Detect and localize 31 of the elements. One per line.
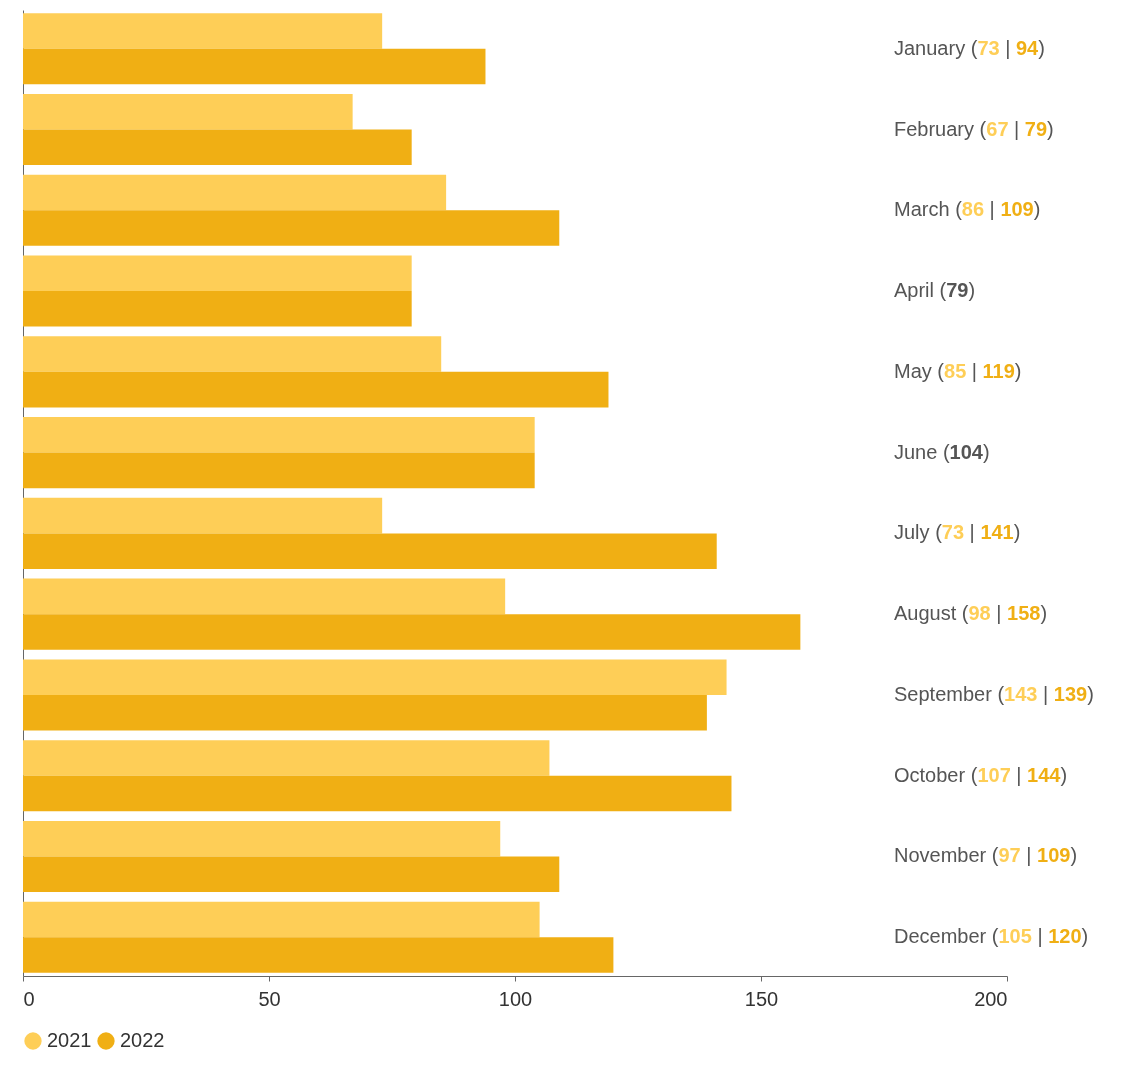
x-tick-label: 200: [974, 987, 1008, 1010]
annotation: (105 | 120): [991, 925, 1089, 948]
annotation: (79): [939, 279, 976, 302]
legend-label: 2022: [120, 1029, 165, 1051]
annotation: (67 | 79): [979, 117, 1054, 140]
y-tick-label: November: [894, 844, 987, 867]
y-tick-label: October: [894, 763, 966, 786]
y-tick-label: July: [894, 521, 930, 544]
legend-label: 2021: [47, 1029, 92, 1051]
annotation: (97 | 109): [991, 844, 1078, 867]
y-tick-label: January: [894, 36, 966, 59]
y-tick-label: August: [894, 602, 957, 625]
annotation: (143 | 139): [997, 682, 1094, 705]
annotation: (104): [942, 440, 990, 463]
x-tick-label: 150: [744, 987, 779, 1010]
y-tick-label: February: [894, 117, 975, 140]
x-tick-label: 0: [23, 987, 35, 1010]
y-tick-label: March: [894, 198, 950, 221]
x-tick-label: 100: [498, 987, 533, 1010]
annotation: (107 | 144): [970, 763, 1068, 786]
annotation: (85 | 119): [937, 359, 1022, 382]
y-tick-label: May: [894, 359, 932, 382]
y-tick-label: September: [894, 682, 993, 705]
x-tick-label: 50: [258, 987, 281, 1010]
annotation: (98 | 158): [961, 602, 1048, 625]
y-tick-label: December: [894, 925, 987, 948]
y-tick-label: June: [894, 440, 938, 463]
y-tick-label: April: [894, 279, 935, 302]
annotation: (73 | 94): [970, 36, 1045, 59]
annotation: (86 | 109): [955, 198, 1041, 221]
annotation: (73 | 141): [935, 521, 1021, 544]
